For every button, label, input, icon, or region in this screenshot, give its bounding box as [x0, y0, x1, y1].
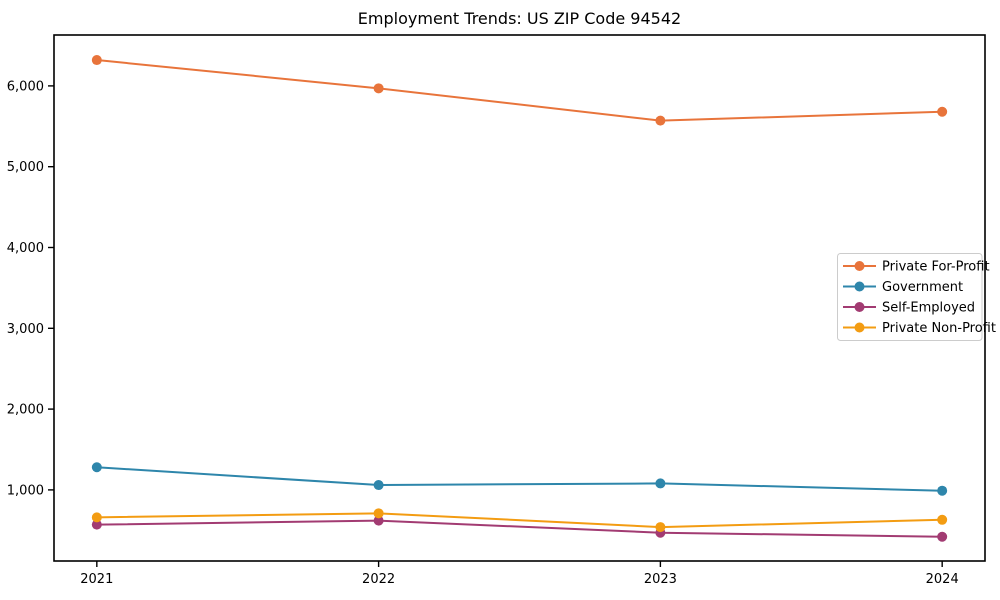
series-marker-private-for-profit [655, 115, 666, 126]
series-line-self-employed [95, 519, 944, 538]
x-tick-label: 2023 [644, 572, 677, 587]
series-marker-private-for-profit [373, 83, 384, 94]
series-marker-self-employed [373, 515, 384, 526]
series-marker-private-for-profit [91, 55, 102, 66]
legend-swatch-marker-government [854, 281, 865, 292]
series-marker-government [373, 480, 384, 491]
y-tick-label: 1,000 [7, 483, 44, 498]
series-marker-government [937, 485, 948, 496]
legend-label-government: Government [882, 280, 963, 295]
legend-box [837, 253, 983, 341]
y-tick-label: 5,000 [7, 160, 44, 175]
y-tick-label: 6,000 [7, 79, 44, 94]
series-marker-government [655, 478, 666, 489]
legend-swatch-marker-private-non-profit [854, 322, 865, 333]
series-marker-private-non-profit [91, 512, 102, 523]
series-marker-private-non-profit [937, 514, 948, 525]
series-marker-self-employed [937, 531, 948, 542]
legend-swatch-marker-private-for-profit [854, 261, 865, 271]
x-tick-label: 2021 [80, 572, 113, 587]
series-marker-self-employed [91, 519, 102, 530]
series-line-government [95, 466, 944, 492]
series-marker-private-non-profit [655, 522, 666, 533]
series-marker-private-non-profit [373, 508, 384, 519]
y-tick-label: 4,000 [7, 241, 44, 256]
x-tick-label: 2022 [362, 572, 395, 587]
series-line-private-non-profit [95, 512, 944, 529]
series-line-private-for-profit [95, 59, 944, 122]
y-tick-label: 2,000 [7, 403, 44, 418]
chart-title: Employment Trends: US ZIP Code 94542 [357, 9, 682, 28]
plot-border [53, 34, 986, 562]
y-tick-label: 3,000 [7, 322, 44, 337]
x-tick-label: 2024 [926, 572, 959, 587]
legend-swatch-marker-self-employed [854, 302, 865, 312]
legend-label-self-employed: Self-Employed [882, 301, 975, 316]
series-marker-government [91, 462, 102, 473]
legend-label-private-non-profit: Private Non-Profit [882, 321, 996, 336]
series-marker-private-for-profit [937, 106, 948, 117]
legend-label-private-for-profit: Private For-Profit [882, 260, 990, 275]
